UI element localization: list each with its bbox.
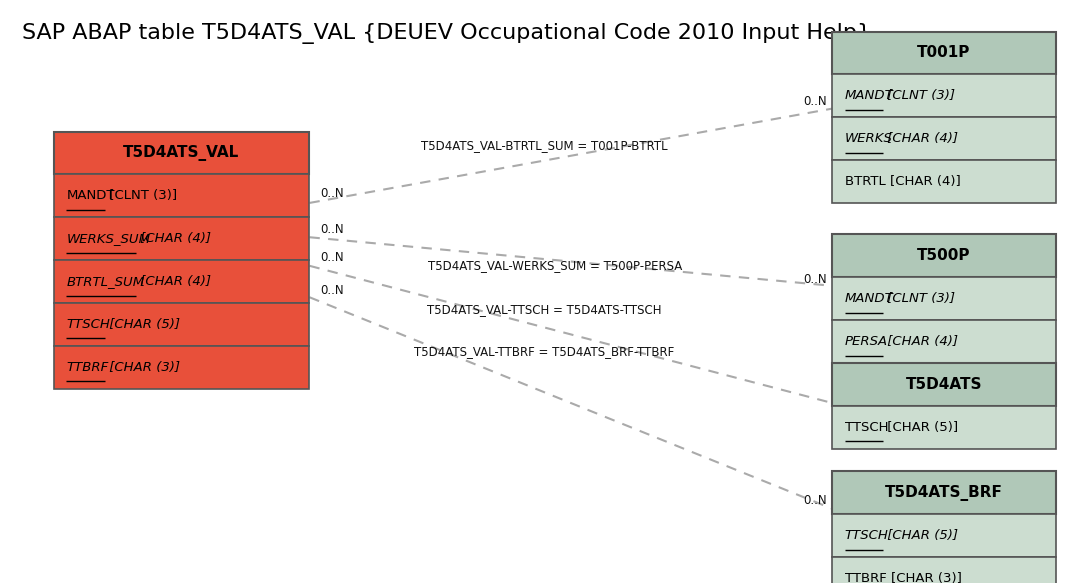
- Text: [CLNT (3)]: [CLNT (3)]: [106, 189, 177, 202]
- Text: [CHAR (4)]: [CHAR (4)]: [883, 335, 959, 348]
- Bar: [53, 217, 309, 260]
- Bar: [832, 472, 1055, 514]
- Text: [CHAR (4)]: [CHAR (4)]: [136, 232, 211, 245]
- Text: T5D4ATS_VAL-BTRTL_SUM = T001P-BTRTL: T5D4ATS_VAL-BTRTL_SUM = T001P-BTRTL: [421, 139, 667, 152]
- Text: BTRTL [CHAR (4)]: BTRTL [CHAR (4)]: [844, 175, 961, 188]
- Text: T5D4ATS_VAL-TTSCH = T5D4ATS-TTSCH: T5D4ATS_VAL-TTSCH = T5D4ATS-TTSCH: [426, 303, 662, 317]
- Text: [CLNT (3)]: [CLNT (3)]: [883, 292, 955, 305]
- Bar: [832, 234, 1055, 278]
- Text: 0..N: 0..N: [320, 223, 344, 236]
- Bar: [53, 303, 309, 346]
- Bar: [53, 260, 309, 303]
- Text: [CHAR (3)]: [CHAR (3)]: [106, 361, 181, 374]
- Bar: [832, 31, 1055, 75]
- Text: WERKS_SUM: WERKS_SUM: [66, 232, 150, 245]
- Text: TTSCH: TTSCH: [844, 421, 888, 434]
- Text: MANDT: MANDT: [844, 292, 893, 305]
- Text: MANDT: MANDT: [66, 189, 115, 202]
- Bar: [832, 278, 1055, 320]
- Bar: [53, 132, 309, 174]
- Text: 0..N: 0..N: [803, 273, 827, 286]
- Text: TTBRF: TTBRF: [66, 361, 109, 374]
- Text: 0..N: 0..N: [803, 494, 827, 507]
- Text: PERSA: PERSA: [844, 335, 888, 348]
- Bar: [832, 363, 1055, 406]
- Bar: [832, 557, 1055, 583]
- Text: TTSCH: TTSCH: [844, 529, 889, 542]
- Text: 0..N: 0..N: [320, 187, 344, 200]
- Bar: [832, 320, 1055, 363]
- Text: MANDT: MANDT: [844, 89, 893, 102]
- Text: T5D4ATS_VAL-WERKS_SUM = T500P-PERSA: T5D4ATS_VAL-WERKS_SUM = T500P-PERSA: [428, 259, 682, 272]
- Bar: [832, 117, 1055, 160]
- Text: 0..N: 0..N: [320, 285, 344, 297]
- Bar: [832, 514, 1055, 557]
- Text: [CHAR (4)]: [CHAR (4)]: [883, 132, 959, 145]
- Text: T500P: T500P: [917, 248, 970, 264]
- Text: 0..N: 0..N: [803, 94, 827, 107]
- Text: T5D4ATS_BRF: T5D4ATS_BRF: [885, 485, 1003, 501]
- Bar: [53, 346, 309, 389]
- Text: T5D4ATS_VAL: T5D4ATS_VAL: [123, 145, 239, 161]
- Text: WERKS: WERKS: [844, 132, 892, 145]
- Text: T5D4ATS_VAL-TTBRF = T5D4ATS_BRF-TTBRF: T5D4ATS_VAL-TTBRF = T5D4ATS_BRF-TTBRF: [413, 345, 675, 358]
- Text: TTSCH: TTSCH: [66, 318, 110, 331]
- Text: [CHAR (5)]: [CHAR (5)]: [106, 318, 181, 331]
- Text: [CHAR (4)]: [CHAR (4)]: [136, 275, 211, 288]
- Bar: [832, 160, 1055, 203]
- Text: [CLNT (3)]: [CLNT (3)]: [883, 89, 955, 102]
- Bar: [53, 174, 309, 217]
- Text: [CHAR (5)]: [CHAR (5)]: [883, 529, 959, 542]
- Bar: [832, 406, 1055, 449]
- Text: 0..N: 0..N: [320, 251, 344, 264]
- Text: SAP ABAP table T5D4ATS_VAL {DEUEV Occupational Code 2010 Input Help}: SAP ABAP table T5D4ATS_VAL {DEUEV Occupa…: [22, 23, 870, 44]
- Text: BTRTL_SUM: BTRTL_SUM: [66, 275, 145, 288]
- Text: [CHAR (5)]: [CHAR (5)]: [883, 421, 959, 434]
- Text: T5D4ATS: T5D4ATS: [905, 377, 982, 392]
- Text: TTBRF [CHAR (3)]: TTBRF [CHAR (3)]: [844, 572, 962, 583]
- Text: T001P: T001P: [917, 45, 970, 61]
- Bar: [832, 75, 1055, 117]
